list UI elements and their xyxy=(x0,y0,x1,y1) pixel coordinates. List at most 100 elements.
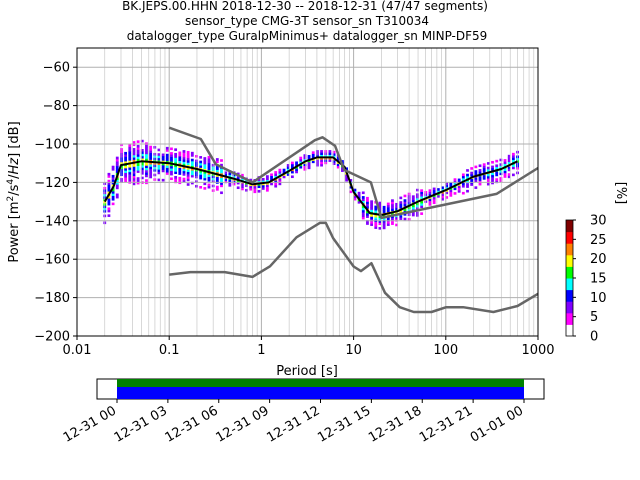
heat-cell xyxy=(286,173,290,176)
heat-cell xyxy=(270,182,273,186)
heat-cell xyxy=(395,216,399,220)
heat-cell xyxy=(411,197,415,201)
heat-cell xyxy=(311,153,315,157)
heat-cell xyxy=(157,157,161,161)
heat-cell xyxy=(374,207,378,211)
heat-cell xyxy=(495,166,499,170)
heat-cell xyxy=(295,170,298,174)
heat-cell xyxy=(232,180,236,184)
heat-cell xyxy=(203,166,207,169)
heat-cell xyxy=(420,189,424,192)
heat-cell xyxy=(286,168,290,172)
heat-cell xyxy=(332,162,336,165)
heat-cell xyxy=(416,211,419,215)
heat-cell xyxy=(195,164,198,167)
heat-cell xyxy=(132,152,136,156)
heat-cell xyxy=(307,157,311,160)
x-tick-label: 100 xyxy=(433,343,458,358)
heat-cell xyxy=(399,215,403,218)
heat-cell xyxy=(403,217,407,221)
heat-cell xyxy=(174,178,178,181)
heat-cell xyxy=(370,209,374,213)
heat-cell xyxy=(149,154,153,158)
heat-cell xyxy=(349,190,353,194)
heat-cell xyxy=(190,165,194,169)
heat-cell xyxy=(224,171,228,175)
heat-cell xyxy=(220,170,223,174)
heat-cell xyxy=(120,157,123,160)
heat-cell xyxy=(411,213,415,217)
heat-cell xyxy=(328,154,332,158)
heat-cell xyxy=(220,184,223,188)
heat-cell xyxy=(111,193,115,196)
y-tick-label: −100 xyxy=(34,138,70,153)
heat-cell xyxy=(115,179,119,183)
heat-cell xyxy=(203,187,207,190)
heat-cell xyxy=(261,180,265,183)
heat-cell xyxy=(449,191,453,195)
heat-cell xyxy=(499,170,503,173)
time-tick-label: 12-31 03 xyxy=(112,403,170,445)
heat-cell xyxy=(107,214,111,217)
heat-cell xyxy=(170,154,173,158)
heat-cell xyxy=(491,172,494,176)
x-tick-label: 0.1 xyxy=(159,343,180,358)
heat-cell xyxy=(453,178,457,181)
heat-cell xyxy=(207,155,211,159)
heat-cell xyxy=(420,193,424,197)
y-tick-label: −140 xyxy=(34,214,70,229)
heat-cell xyxy=(274,180,278,183)
heat-cell xyxy=(136,181,140,185)
heat-cell xyxy=(507,173,511,176)
heat-cell xyxy=(361,207,365,211)
heat-cell xyxy=(270,175,273,179)
heat-cell xyxy=(374,210,378,213)
heat-cell xyxy=(115,161,119,164)
heat-cell xyxy=(199,169,203,173)
heat-cell xyxy=(345,176,348,180)
heat-cell xyxy=(482,167,486,171)
heat-cell xyxy=(107,186,111,190)
heat-cell xyxy=(107,179,111,183)
heat-cell xyxy=(303,168,307,171)
heat-cell xyxy=(157,160,161,163)
heat-cell xyxy=(424,193,428,196)
heat-cell xyxy=(178,172,182,175)
heat-cell xyxy=(149,164,153,167)
heat-cell xyxy=(449,194,453,197)
heat-cell xyxy=(320,150,323,153)
heat-cell xyxy=(178,165,182,168)
heat-cell xyxy=(174,152,178,156)
heat-cell xyxy=(278,177,282,181)
heat-cell xyxy=(120,178,123,181)
heat-cell xyxy=(495,164,499,168)
heat-cell xyxy=(182,152,186,155)
heat-cell xyxy=(128,164,132,168)
heat-cell xyxy=(499,158,503,162)
heat-cell xyxy=(299,161,303,164)
heat-cell xyxy=(366,201,369,205)
heat-cell xyxy=(470,171,474,175)
heat-cell xyxy=(140,169,144,173)
heat-cell xyxy=(420,200,424,204)
heat-cell xyxy=(145,158,148,162)
heat-cell xyxy=(382,208,386,211)
heat-cell xyxy=(386,223,390,226)
heat-cell xyxy=(307,164,311,167)
heat-cell xyxy=(341,160,344,163)
x-tick-label: 0.01 xyxy=(63,343,92,358)
heat-cell xyxy=(228,181,232,185)
heat-cell xyxy=(170,159,173,162)
heat-cell xyxy=(453,187,457,191)
heat-cell xyxy=(399,210,403,214)
heat-cell xyxy=(165,160,169,164)
heat-cell xyxy=(445,186,449,190)
colorbar-tick-label: 0 xyxy=(590,330,598,345)
heat-cell xyxy=(186,164,190,168)
heat-cell xyxy=(236,177,240,180)
heat-cell xyxy=(128,144,132,147)
heat-cell xyxy=(149,173,153,176)
heat-cell xyxy=(461,175,465,179)
heat-cell xyxy=(132,166,136,170)
heat-cell xyxy=(461,178,465,181)
